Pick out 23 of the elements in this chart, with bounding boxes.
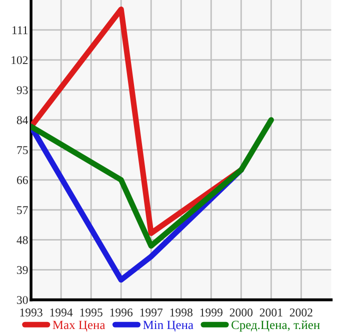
y-tick-label: 111 — [12, 26, 28, 34]
x-tick-label: 1995 — [80, 308, 102, 316]
x-tick-label: 1993 — [20, 308, 42, 316]
x-tick-label: 2001 — [260, 308, 282, 316]
y-tick-label: 39 — [17, 266, 28, 274]
legend-label: Max Цена — [52, 320, 106, 332]
y-tick-label: 84 — [16, 116, 28, 124]
x-tick-label: 1996 — [110, 308, 133, 316]
y-tick-label: 102 — [12, 56, 28, 64]
y-tick-label: 66 — [16, 176, 28, 184]
y-tick-label: 57 — [17, 206, 28, 214]
x-tick-label: 2002 — [290, 308, 312, 316]
y-tick-label: 48 — [16, 236, 28, 244]
legend-label: Сред.Цена, т.йен — [232, 320, 320, 332]
y-tick-label: 30 — [17, 296, 28, 304]
legend-label: Min Цена — [143, 320, 194, 332]
x-tick-label: 1999 — [200, 308, 222, 316]
y-tick-label: 93 — [16, 86, 28, 94]
x-tick-label: 2000 — [230, 308, 253, 316]
x-tick-label: 1994 — [50, 308, 73, 316]
x-tick-label: 1997 — [140, 308, 163, 316]
y-tick-label: 75 — [17, 146, 28, 154]
x-tick-label: 1998 — [170, 308, 192, 316]
